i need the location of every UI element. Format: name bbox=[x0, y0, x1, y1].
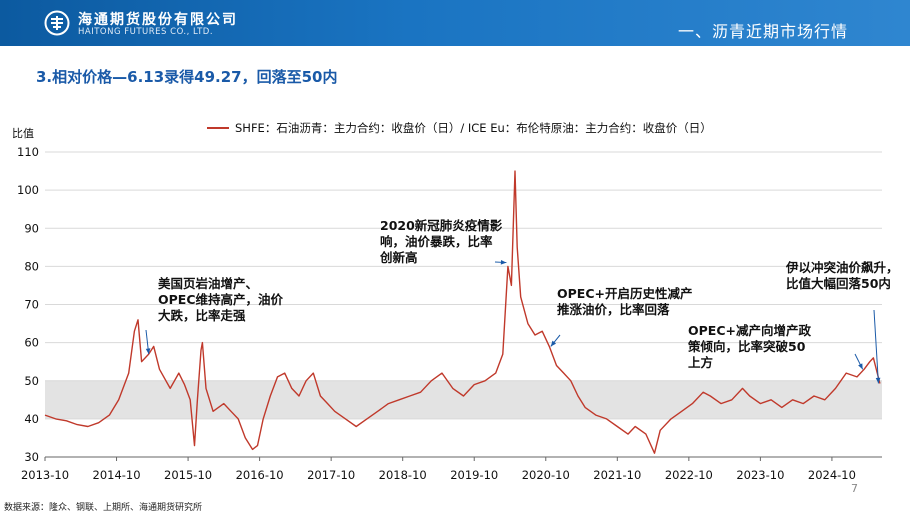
annotation-arrowhead bbox=[875, 377, 881, 384]
legend-swatch bbox=[207, 127, 229, 129]
annotation-text: 2020新冠肺炎疫情影 bbox=[380, 218, 503, 233]
annotation-arrowhead bbox=[145, 348, 151, 355]
annotation-text: 上方 bbox=[688, 355, 713, 370]
band-40-50 bbox=[45, 380, 882, 419]
annotation-arrow bbox=[873, 309, 879, 384]
annotation-text: 伊以冲突油价飙升， bbox=[785, 260, 899, 275]
section-title: 一、沥青近期市场行情 bbox=[677, 22, 848, 41]
x-tick-label: 2016-10 bbox=[236, 468, 284, 482]
y-tick-label: 80 bbox=[24, 259, 39, 273]
annotation-text: OPEC维持高产，油价 bbox=[158, 292, 284, 307]
annotation-text: 大跌，比率走强 bbox=[158, 308, 246, 323]
y-tick-label: 40 bbox=[24, 412, 39, 426]
annotation-text: 推涨油价，比率回落 bbox=[557, 302, 670, 317]
x-tick-label: 2014-10 bbox=[93, 468, 141, 482]
x-tick-label: 2017-10 bbox=[307, 468, 355, 482]
x-tick-label: 2021-10 bbox=[593, 468, 641, 482]
annotation-arrowhead bbox=[550, 340, 557, 347]
haitong-logo-icon bbox=[44, 10, 70, 36]
annotation-text: OPEC+开启历史性减产 bbox=[557, 286, 692, 301]
legend-label: SHFE：石油沥青：主力合约：收盘价（日）/ ICE Eu：布伦特原油：主力合约… bbox=[235, 121, 712, 135]
page-subtitle: 3.相对价格—6.13录得49.27，回落至50内 bbox=[36, 68, 338, 86]
y-tick-label: 110 bbox=[17, 145, 39, 159]
annotation-text: 响，油价暴跌，比率 bbox=[380, 234, 493, 249]
y-tick-label: 30 bbox=[24, 450, 39, 464]
y-tick-label: 90 bbox=[24, 221, 39, 235]
x-tick-label: 2024-10 bbox=[808, 468, 856, 482]
annotation-text: 比值大幅回落50内 bbox=[786, 276, 891, 291]
annotation-arrowhead bbox=[500, 259, 507, 265]
chart-legend: SHFE：石油沥青：主力合约：收盘价（日）/ ICE Eu：布伦特原油：主力合约… bbox=[207, 120, 712, 136]
annotation-text: OPEC+减产向增产政 bbox=[688, 323, 811, 338]
x-tick-label: 2013-10 bbox=[21, 468, 69, 482]
x-tick-label: 2023-10 bbox=[736, 468, 784, 482]
annotation-text: 创新高 bbox=[379, 250, 418, 265]
y-tick-label: 100 bbox=[17, 183, 39, 197]
x-tick-label: 2018-10 bbox=[379, 468, 427, 482]
x-tick-label: 2015-10 bbox=[164, 468, 212, 482]
x-tick-label: 2019-10 bbox=[450, 468, 498, 482]
y-axis-label: 比值 bbox=[12, 127, 34, 140]
page-number: 7 bbox=[851, 482, 858, 495]
annotation-text: 策倾向，比率突破50 bbox=[688, 339, 806, 354]
header-bar: 海通期货股份有限公司 HAITONG FUTURES CO., LTD. 一、沥… bbox=[0, 0, 910, 46]
data-source-footnote: 数据来源：隆众、钢联、上期所、海通期货研究所 bbox=[4, 503, 203, 513]
annotation-arrowhead bbox=[858, 363, 863, 370]
y-tick-label: 60 bbox=[24, 336, 39, 350]
annotation-text: 美国页岩油增产、 bbox=[158, 276, 258, 291]
x-tick-label: 2020-10 bbox=[522, 468, 570, 482]
series-line bbox=[44, 170, 881, 454]
y-tick-label: 50 bbox=[24, 374, 39, 388]
y-tick-label: 70 bbox=[24, 298, 39, 312]
company-name-cn: 海通期货股份有限公司 bbox=[78, 12, 238, 28]
company-name-en: HAITONG FUTURES CO., LTD. bbox=[78, 27, 214, 37]
x-tick-label: 2022-10 bbox=[665, 468, 713, 482]
